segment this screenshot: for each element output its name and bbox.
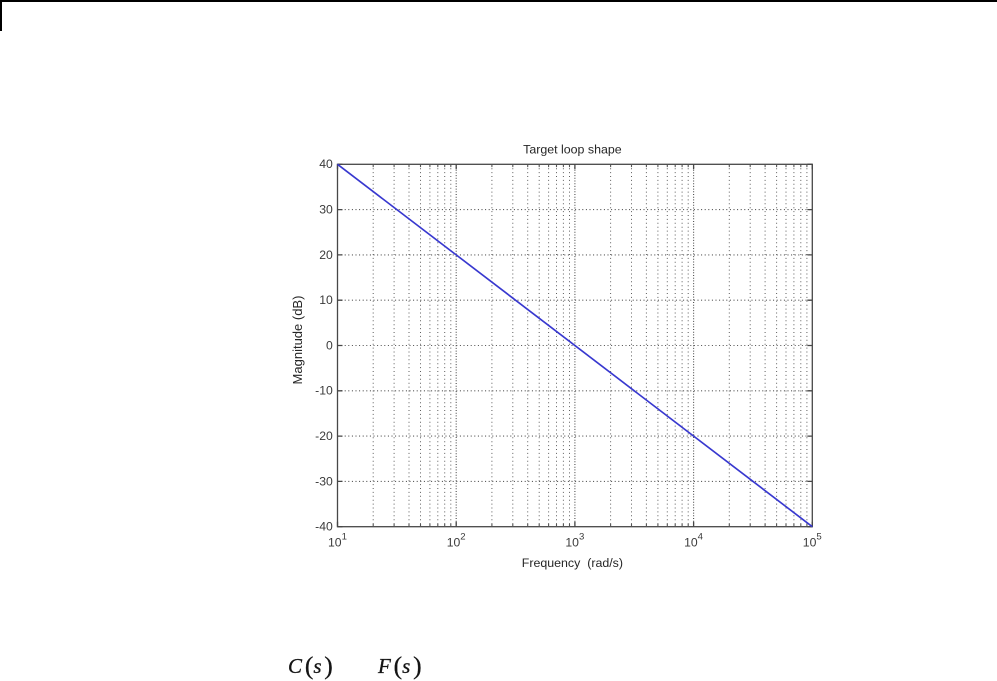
svg-text:105: 105 [803, 532, 822, 550]
svg-text:-30: -30 [315, 474, 333, 488]
svg-text:101: 101 [328, 532, 347, 550]
svg-text:10: 10 [319, 293, 333, 307]
svg-text:-40: -40 [315, 520, 333, 534]
svg-text:0: 0 [326, 338, 333, 352]
svg-text:Target loop shape: Target loop shape [523, 143, 622, 157]
svg-text:30: 30 [319, 203, 333, 217]
svg-text:20: 20 [319, 248, 333, 262]
svg-text:Frequency (rad/s): Frequency (rad/s) [522, 556, 623, 570]
svg-text:-10: -10 [315, 384, 333, 398]
svg-text:103: 103 [565, 532, 584, 550]
svg-text:40: 40 [319, 157, 333, 171]
svg-text:104: 104 [684, 532, 704, 550]
svg-text:102: 102 [447, 532, 466, 550]
svg-text:-20: -20 [315, 429, 333, 443]
svg-text:Magnitude (dB): Magnitude (dB) [290, 296, 305, 385]
